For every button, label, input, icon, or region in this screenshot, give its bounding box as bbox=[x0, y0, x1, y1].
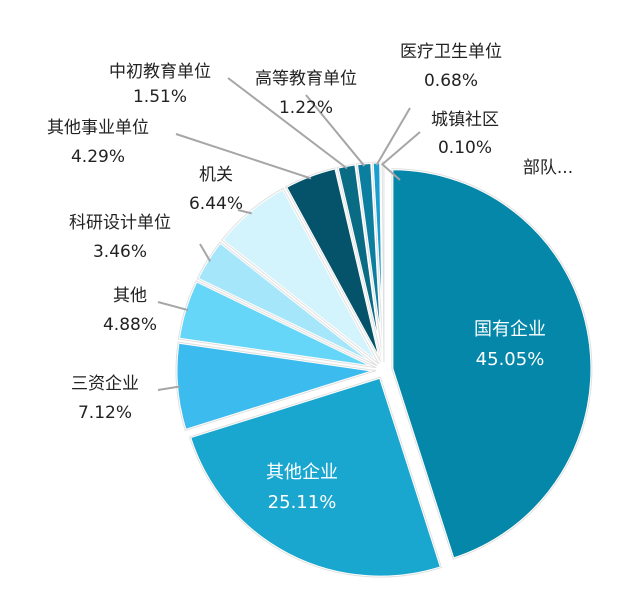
leader-line-5 bbox=[237, 209, 252, 215]
pie-slice-outline-0 bbox=[391, 168, 593, 560]
pie-slice-4 bbox=[195, 239, 379, 368]
leader-line-3 bbox=[157, 301, 189, 312]
slice-label-6: 其他事业单位 bbox=[47, 118, 149, 138]
leader-line-9 bbox=[375, 107, 411, 166]
pie-slice-5 bbox=[219, 186, 381, 366]
slice-label-0: 国有企业 bbox=[474, 319, 546, 340]
slice-label-7: 中初教育单位 bbox=[109, 62, 211, 82]
slice-label-2: 三资企业 bbox=[71, 374, 139, 394]
leader-line-4 bbox=[199, 243, 212, 262]
pie-slice-0 bbox=[390, 167, 594, 562]
leader-line-8 bbox=[305, 94, 366, 167]
pie-slice-outline-1 bbox=[188, 376, 443, 578]
leader-line-7 bbox=[227, 77, 348, 170]
slice-value-label-7: 1.51% bbox=[133, 87, 187, 107]
slice-value-label-1: 25.11% bbox=[268, 492, 337, 513]
slice-label-1: 其他企业 bbox=[266, 462, 338, 483]
pie-slice-1 bbox=[187, 375, 444, 579]
leader-line-10 bbox=[380, 131, 421, 166]
slice-label-5: 机关 bbox=[199, 165, 233, 185]
leader-line-6 bbox=[175, 133, 312, 180]
slice-value-label-9: 0.68% bbox=[424, 71, 478, 91]
leader-line-2 bbox=[157, 385, 180, 391]
slice-value-label-0: 45.05% bbox=[476, 349, 545, 370]
slice-label-4: 科研设计单位 bbox=[69, 213, 171, 233]
slice-label-8: 高等教育单位 bbox=[255, 69, 357, 89]
slice-label-10: 城镇社区 bbox=[431, 110, 499, 130]
slice-value-label-8: 1.22% bbox=[279, 98, 333, 118]
slice-value-label-4: 3.46% bbox=[93, 242, 147, 262]
slice-value-label-5: 6.44% bbox=[189, 194, 243, 214]
slice-value-label-2: 7.12% bbox=[78, 403, 132, 423]
slice-value-label-6: 4.29% bbox=[71, 147, 125, 167]
slice-value-label-3: 4.88% bbox=[103, 315, 157, 335]
slice-label-3: 其他 bbox=[113, 286, 147, 306]
slice-value-label-10: 0.10% bbox=[438, 138, 492, 158]
slice-label-9: 医疗卫生单位 bbox=[400, 42, 502, 62]
pie-slice-outline-5 bbox=[221, 187, 380, 365]
leader-line-11 bbox=[382, 164, 401, 181]
pie-slice-outline-4 bbox=[196, 241, 378, 367]
slice-label-11: 部队... bbox=[523, 158, 573, 178]
